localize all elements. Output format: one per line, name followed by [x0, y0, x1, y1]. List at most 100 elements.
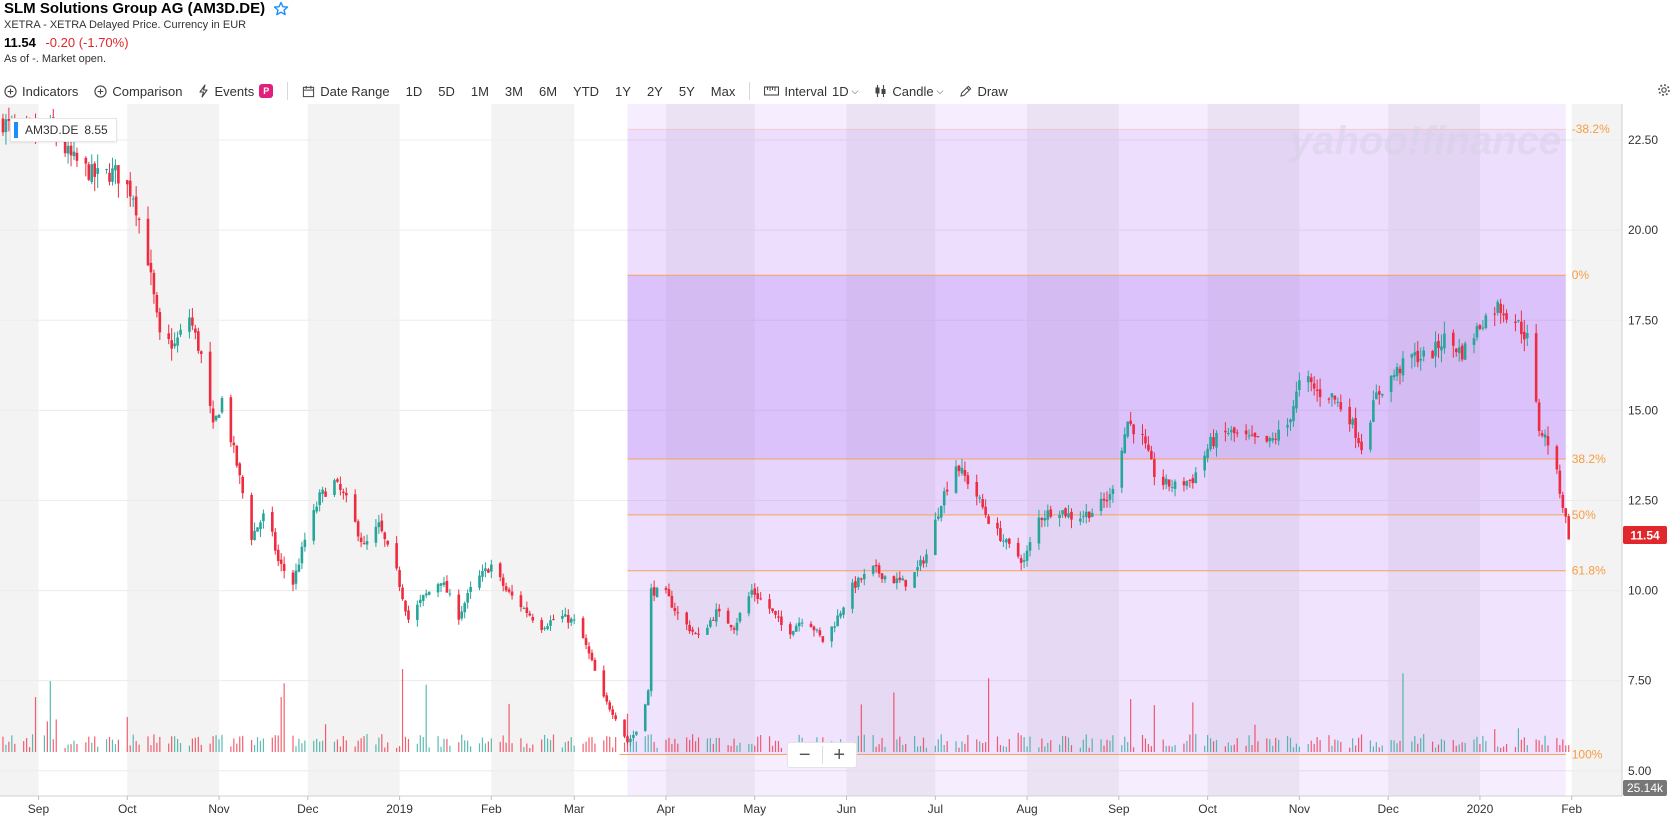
star-icon[interactable] — [273, 1, 289, 17]
candle-body — [1475, 326, 1479, 338]
volume-bar — [1212, 741, 1215, 752]
candle-body — [1253, 432, 1257, 437]
interval-dropdown[interactable]: Interval 1D ⌵ — [764, 84, 858, 99]
volume-bar — [1411, 741, 1413, 752]
candle-body — [608, 702, 612, 710]
range-ytd[interactable]: YTD — [573, 83, 600, 99]
volume-bar — [961, 741, 963, 752]
volume-bar — [1547, 745, 1549, 752]
calendar-icon — [303, 85, 315, 97]
y-tick-label: 5.00 — [1628, 764, 1652, 778]
settings-gear-icon[interactable] — [1657, 83, 1671, 100]
comparison-button[interactable]: Comparison — [94, 84, 182, 99]
range-2y[interactable]: 2Y — [646, 83, 663, 99]
volume-bar — [215, 735, 217, 752]
y-tick-label: 15.00 — [1628, 403, 1658, 417]
volume-bar — [919, 745, 922, 752]
range-6m[interactable]: 6M — [538, 83, 558, 99]
volume-bar — [925, 747, 928, 752]
range-max[interactable]: Max — [710, 83, 736, 99]
candle-body — [424, 593, 428, 596]
candle-body — [217, 414, 221, 418]
volume-bar — [1067, 737, 1070, 752]
candlestick-chart[interactable]: -38.2% 0% 38.2% 50% 61.8% 100% yahoo!finance 5.… — [0, 104, 1671, 832]
price-chart-area[interactable]: -38.2% 0% 38.2% 50% 61.8% 100% yahoo!finance 5.… — [0, 104, 1671, 832]
volume-bar — [1254, 724, 1256, 752]
volume-bar — [523, 747, 525, 752]
zoom-in-button[interactable]: + — [833, 744, 846, 766]
candle-body — [561, 615, 564, 619]
y-tick-label: 7.50 — [1628, 674, 1652, 688]
volume-bar — [1313, 743, 1315, 752]
indicators-button[interactable]: Indicators — [4, 84, 78, 99]
candle-body — [1564, 508, 1568, 517]
volume-bar — [1476, 736, 1478, 752]
candle-body — [1372, 400, 1375, 422]
candle-body — [1443, 333, 1446, 349]
range-1d[interactable]: 1D — [405, 83, 423, 99]
volume-bar — [440, 746, 442, 752]
candle-body — [271, 512, 274, 532]
volume-bar — [937, 739, 939, 752]
range-5y[interactable]: 5Y — [678, 83, 695, 99]
volume-bar — [863, 734, 865, 752]
volume-bar — [73, 740, 75, 752]
volume-bar — [1286, 735, 1289, 752]
candle-body — [774, 610, 777, 615]
candle-body — [194, 328, 197, 333]
volume-bar — [544, 734, 546, 752]
candle-body — [934, 519, 937, 556]
candle-body — [167, 333, 171, 340]
candle-body — [614, 715, 617, 720]
volume-bar — [1559, 744, 1561, 752]
range-1y[interactable]: 1Y — [615, 83, 631, 99]
candle-body — [1229, 429, 1233, 433]
volume-bar — [11, 735, 13, 752]
range-5d[interactable]: 5D — [438, 83, 455, 99]
candle-body — [1019, 558, 1023, 563]
candle-body — [919, 559, 922, 567]
volume-bar — [606, 736, 608, 752]
fib-band — [627, 275, 1566, 460]
volume-bar — [1538, 740, 1540, 752]
date-range-button[interactable]: Date Range — [302, 84, 390, 99]
x-tick-label: Feb — [1561, 802, 1582, 816]
volume-bar — [1349, 747, 1351, 752]
volume-bar — [129, 745, 131, 752]
volume-bar — [464, 740, 466, 752]
volume-bar — [754, 745, 756, 752]
candle-body — [1369, 422, 1372, 450]
volume-bar — [1334, 739, 1336, 752]
comparison-label: Comparison — [112, 83, 183, 99]
candle-body — [791, 631, 795, 635]
volume-bar — [88, 736, 90, 752]
draw-button[interactable]: Draw — [959, 84, 1008, 99]
chart-type-dropdown[interactable]: Candle ⌵ — [874, 84, 943, 99]
zoom-out-button[interactable]: − — [798, 744, 811, 766]
volume-bar — [1482, 735, 1484, 752]
volume-bar — [1041, 738, 1043, 752]
month-band — [127, 104, 220, 796]
candle-body — [667, 589, 671, 597]
candle-body — [421, 595, 425, 601]
volume-bar — [1153, 705, 1155, 752]
volume-bar — [1082, 739, 1084, 752]
candle-body — [842, 607, 845, 615]
range-3m[interactable]: 3M — [504, 83, 523, 99]
candle-body — [1043, 517, 1047, 521]
fib-level-label: 100% — [1572, 748, 1603, 762]
fib-level-label: 0% — [1572, 268, 1590, 282]
candle-body — [1348, 406, 1351, 425]
range-1m[interactable]: 1M — [470, 83, 489, 99]
volume-bar — [650, 734, 652, 752]
volume-bar — [1144, 738, 1147, 752]
candle-body — [490, 564, 493, 572]
stock-title: SLM Solutions Group AG (AM3D.DE) — [4, 0, 266, 17]
events-button[interactable]: Events P — [198, 84, 274, 99]
volume-bar — [757, 736, 759, 752]
volume-bar — [712, 743, 714, 752]
candle-body — [315, 506, 319, 512]
candle-body — [1434, 341, 1437, 357]
candle-body — [788, 624, 792, 635]
volume-bar — [999, 745, 1002, 752]
